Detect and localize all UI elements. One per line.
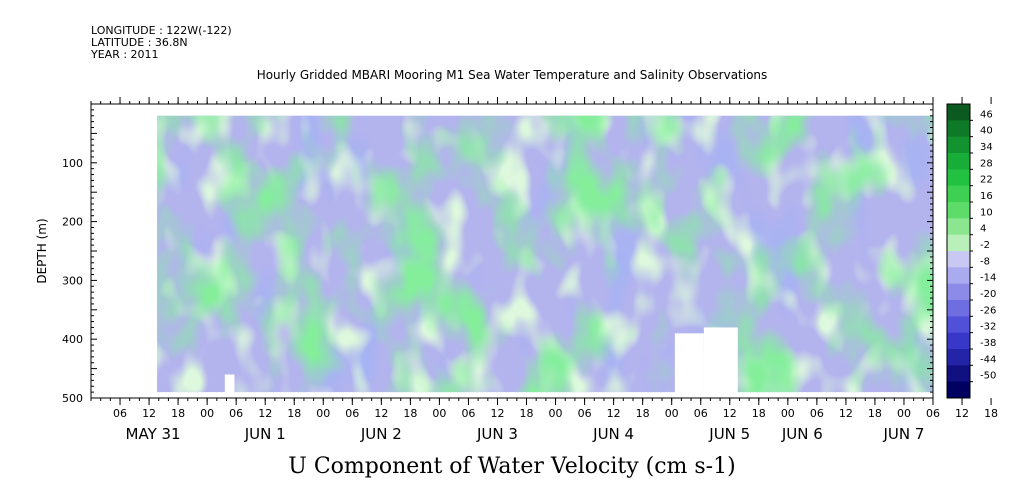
x-tick-label: 00	[781, 407, 795, 420]
x-tick-label: 06	[461, 407, 475, 420]
colorbar-label: 16	[980, 191, 993, 202]
x-tick-label: 00	[549, 407, 563, 420]
x-tick-label: 06	[578, 407, 592, 420]
y-axis-label: DEPTH (m)	[35, 218, 49, 283]
x-tick-label: 18	[868, 407, 882, 420]
x-day-label: JUN 4	[592, 425, 634, 443]
missing-data-gap	[224, 374, 235, 394]
colorbar-label: -14	[980, 273, 996, 284]
missing-data-gap	[674, 333, 704, 394]
x-tick-label: 18	[287, 407, 301, 420]
colorbar-label: 4	[980, 224, 986, 235]
x-tick-label: 00	[897, 407, 911, 420]
x-tick-label: 00	[432, 407, 446, 420]
colorbar-swatch	[947, 251, 970, 268]
y-tick-label: 300	[62, 274, 83, 287]
x-tick-label: 12	[142, 407, 156, 420]
colorbar-swatch	[947, 332, 970, 350]
x-day-label: JUN 7	[882, 425, 924, 443]
x-tick-label: 18	[752, 407, 766, 420]
colorbar-swatch	[947, 120, 970, 138]
latitude-label: LATITUDE : 36.8N	[91, 36, 188, 49]
colorbar-swatch	[947, 283, 970, 301]
x-tick-label: 12	[490, 407, 504, 420]
colorbar-swatch	[947, 136, 970, 154]
colorbar-label: 28	[980, 158, 993, 169]
x-tick-label: 00	[665, 407, 679, 420]
x-tick-label: 12	[258, 407, 272, 420]
colorbar-swatch	[947, 267, 970, 285]
colorbar-label: 10	[980, 207, 993, 218]
colorbar-label: -26	[980, 305, 996, 316]
x-tick-label: 18	[520, 407, 534, 420]
colorbar-label: -2	[980, 240, 990, 251]
colorbar-swatch	[947, 202, 970, 219]
x-tick-label: 12	[374, 407, 388, 420]
colorbar-label: -20	[980, 289, 996, 300]
x-tick-label: 06	[345, 407, 359, 420]
colorbar-label: 34	[980, 142, 993, 153]
x-tick-label: 06	[926, 407, 940, 420]
x-day-label: MAY 31	[126, 425, 181, 443]
colorbar-label: 40	[980, 126, 993, 137]
colorbar-swatch	[947, 300, 970, 317]
x-tick-label: 12	[607, 407, 621, 420]
colorbar-label: -38	[980, 338, 996, 349]
x-tick-label: 00	[316, 407, 330, 420]
x-tick-label: 06	[229, 407, 243, 420]
heatmap-positive-regions	[157, 115, 933, 393]
colorbar-label: 46	[980, 109, 993, 120]
y-tick-label: 500	[62, 392, 83, 405]
x-tick-label: 00	[200, 407, 214, 420]
x-tick-label: 06	[113, 407, 127, 420]
x-day-label: JUN 2	[360, 425, 402, 443]
colorbar-label: -50	[980, 371, 996, 382]
colorbar-label: -32	[980, 322, 996, 333]
chart-title: Hourly Gridded MBARI Mooring M1 Sea Wate…	[256, 68, 768, 82]
colorbar-swatch	[947, 153, 970, 170]
x-day-label: JUN 6	[781, 425, 823, 443]
x-tick-label: 06	[694, 407, 708, 420]
chart-subtitle: U Component of Water Velocity (cm s-1)	[288, 454, 736, 479]
colorbar-swatch	[947, 218, 970, 236]
x-tick-label: 06	[810, 407, 824, 420]
x-day-label: JUN 5	[708, 425, 750, 443]
x-tick-label: 12	[723, 407, 737, 420]
longitude-label: LONGITUDE : 122W(-122)	[91, 24, 232, 37]
colorbar-swatch	[947, 185, 970, 203]
x-tick-label: 18	[171, 407, 185, 420]
x-tick-label: 12	[839, 407, 853, 420]
colorbar-swatch	[947, 316, 970, 334]
colorbar-label: -8	[980, 256, 990, 267]
colorbar-label: 22	[980, 175, 993, 186]
colorbar-swatch	[947, 234, 970, 252]
year-label: YEAR : 2011	[91, 48, 159, 61]
y-tick-label: 100	[62, 157, 83, 170]
x-tick-label: 12	[955, 407, 969, 420]
y-tick-label: 400	[62, 333, 83, 346]
colorbar-swatch	[947, 104, 970, 121]
colorbar-label: -44	[980, 354, 996, 365]
x-day-label: JUN 3	[476, 425, 518, 443]
y-tick-label: 200	[62, 216, 83, 229]
colorbar-swatch	[947, 349, 970, 366]
missing-data-gap	[703, 327, 738, 394]
x-tick-label: 18	[636, 407, 650, 420]
colorbar-swatch	[947, 365, 970, 383]
x-tick-label: 18	[403, 407, 417, 420]
x-day-label: JUN 1	[244, 425, 286, 443]
colorbar-swatch	[947, 169, 970, 187]
x-tick-label: 18	[984, 407, 998, 420]
colorbar-swatch	[947, 381, 970, 399]
